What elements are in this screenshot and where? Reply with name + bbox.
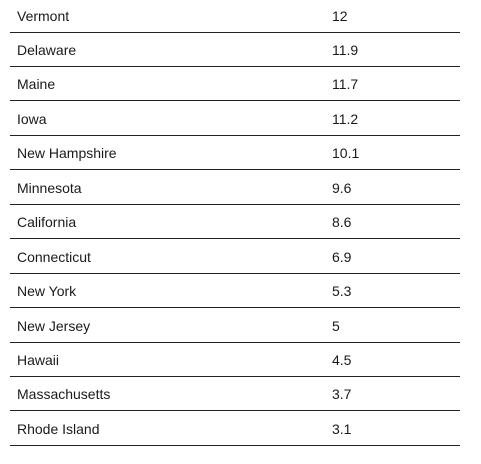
state-name: California	[17, 214, 77, 231]
table-row: Hawaii 4.5	[10, 343, 460, 377]
table-row: New York 5.3	[10, 274, 460, 309]
table-row: Delaware 11.9	[10, 33, 460, 67]
state-value: 5.3	[332, 283, 352, 300]
table-row: Rhode Island 3.1	[10, 412, 460, 446]
table-row: New Jersey 5	[10, 309, 460, 343]
state-name: Connecticut	[17, 248, 91, 265]
state-name: New Hampshire	[17, 145, 117, 162]
state-name: Rhode Island	[17, 420, 100, 437]
table-row: Maine 11.7	[10, 67, 460, 102]
state-value: 6.9	[332, 248, 352, 265]
state-name: Hawaii	[17, 352, 60, 368]
state-value: 3.7	[332, 386, 352, 403]
state-value: 11.7	[332, 76, 359, 93]
state-value: 8.6	[332, 214, 352, 231]
state-name: Delaware	[17, 41, 77, 58]
state-name: Massachusetts	[17, 386, 111, 403]
state-value: 3.1	[332, 420, 352, 437]
state-name: Iowa	[17, 110, 47, 127]
state-name: New Jersey	[17, 317, 91, 334]
state-value: 5	[332, 317, 340, 334]
state-name: Minnesota	[17, 179, 82, 196]
table-row: New Hampshire 10.1	[10, 136, 460, 171]
state-value: 11.2	[332, 110, 359, 127]
state-value: 9.6	[332, 179, 352, 196]
state-name: Vermont	[17, 7, 70, 24]
table-row: Iowa 11.2	[10, 102, 460, 136]
state-value: 11.9	[332, 41, 359, 58]
state-value: 4.5	[332, 352, 352, 368]
state-value: 12	[332, 7, 348, 24]
state-name: Maine	[17, 76, 56, 93]
table-row: Minnesota 9.6	[10, 171, 460, 205]
table-row: Vermont 12	[10, 0, 460, 33]
table-row: California 8.6	[10, 205, 460, 240]
table-row: Connecticut 6.9	[10, 240, 460, 274]
table-row: Massachusetts 3.7	[10, 377, 460, 412]
state-name: New York	[17, 283, 77, 300]
state-value: 10.1	[332, 145, 360, 162]
